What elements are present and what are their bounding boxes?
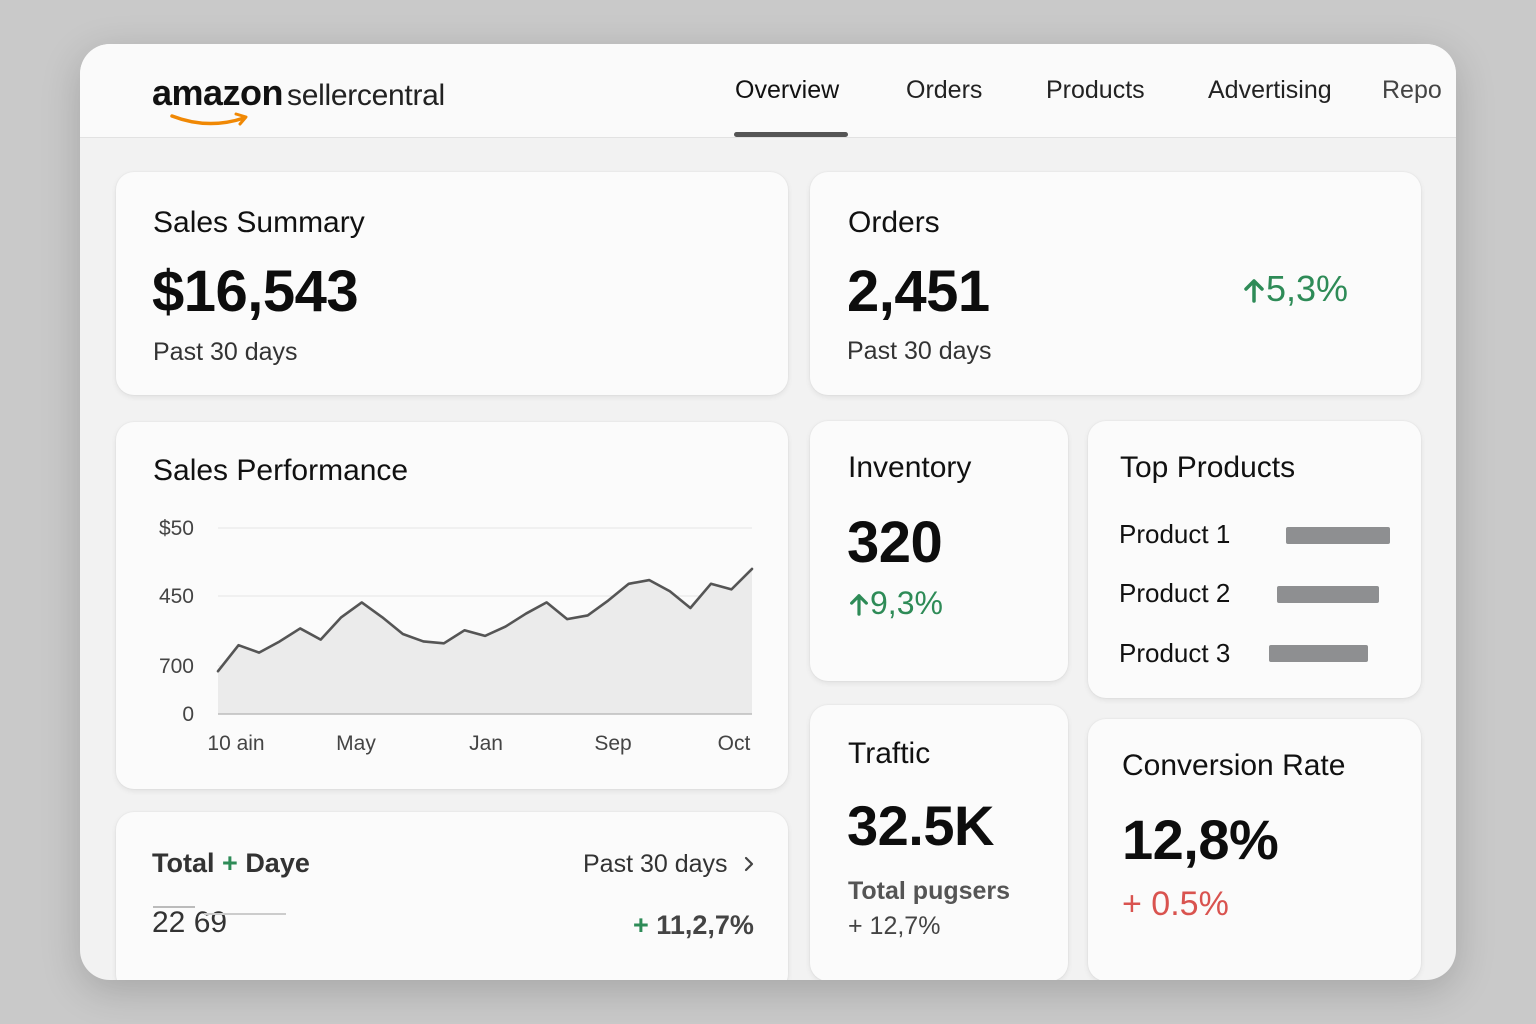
sales-line [216, 567, 754, 673]
total-days-underline-b [204, 913, 286, 915]
inventory-card[interactable]: Inventory 320 9,3% [810, 421, 1068, 681]
seller-central-window: amazon sellercentral Overview Orders Pro… [80, 44, 1456, 980]
logo-brand: amazon [152, 72, 284, 113]
total-days-title-plus: + [222, 848, 238, 878]
tab-advertising[interactable]: Advertising [1208, 76, 1332, 104]
orders-value: 2,451 [847, 259, 990, 324]
tab-reports[interactable]: Repo [1382, 76, 1442, 104]
x-tick-label: 10 ain [207, 732, 264, 755]
total-days-delta-value: 11,2,7% [656, 910, 754, 940]
orders-title: Orders [848, 206, 940, 239]
conversion-rate-value: 12,8% [1122, 808, 1279, 871]
sales-performance-title: Sales Performance [153, 454, 409, 487]
conversion-rate-title: Conversion Rate [1122, 749, 1346, 782]
conversion-rate-card[interactable]: Conversion Rate 12,8% + 0.5% [1088, 719, 1421, 980]
inventory-title: Inventory [848, 451, 972, 484]
top-product-bar [1277, 586, 1379, 603]
active-tab-indicator [734, 132, 848, 137]
arrow-up-icon [850, 594, 868, 616]
sales-summary-title: Sales Summary [153, 206, 365, 239]
x-tick-label: Sep [594, 732, 631, 755]
amazon-seller-central-logo[interactable]: amazon sellercentral [152, 72, 445, 126]
inventory-delta-value: 9,3% [870, 585, 943, 621]
conversion-rate-delta: + 0.5% [1122, 885, 1229, 923]
top-products-card[interactable]: Top Products Product 1 Product 2 Product… [1088, 421, 1421, 698]
sales-performance-card[interactable]: Sales Performance $50 450 700 0 10 ain May Jan… [116, 422, 788, 789]
chevron-right-icon [745, 856, 754, 872]
orders-period: Past 30 days [847, 337, 992, 365]
traffic-sub-label: Total pugsers [848, 877, 1011, 905]
top-product-bar [1269, 645, 1368, 662]
orders-delta: 5,3% [1242, 268, 1348, 310]
total-days-delta-sign: + [633, 910, 649, 940]
top-product-bar [1286, 527, 1390, 544]
tab-products[interactable]: Products [1046, 76, 1145, 104]
top-product-label[interactable]: Product 3 [1119, 638, 1231, 668]
traffic-title: Traftic [848, 737, 931, 770]
top-product-label[interactable]: Product 1 [1119, 519, 1231, 549]
tab-orders[interactable]: Orders [906, 76, 983, 104]
x-tick-label: Jan [469, 732, 503, 755]
total-days-title-a: Total [152, 848, 215, 878]
inventory-value: 320 [847, 510, 943, 575]
top-product-label[interactable]: Product 2 [1119, 578, 1231, 608]
traffic-value: 32.5K [847, 794, 994, 857]
orders-delta-value: 5,3% [1266, 268, 1349, 309]
y-tick-label: 0 [182, 703, 194, 726]
tab-overview[interactable]: Overview [735, 76, 840, 104]
sales-performance-chart: $50 450 700 0 10 ain May Jan Sep Oct [159, 517, 754, 755]
x-tick-label: May [336, 732, 376, 755]
total-days-period-selector[interactable]: Past 30 days [583, 850, 756, 879]
sales-summary-period: Past 30 days [153, 338, 298, 366]
total-days-title: Total + Daye [152, 848, 310, 879]
total-days-card[interactable]: Total + Daye Past 30 days 22 69 + 11,2,7… [116, 812, 788, 980]
inventory-delta: 9,3% [848, 585, 943, 622]
logo-product: sellercentral [287, 79, 445, 112]
traffic-sub-delta: + 12,7% [848, 912, 941, 940]
total-days-title-b: Daye [245, 848, 310, 878]
sales-summary-value: $16,543 [152, 259, 359, 324]
top-navigation-bar: amazon sellercentral Overview Orders Pro… [80, 44, 1456, 138]
total-days-period: Past 30 days [583, 850, 728, 878]
area-fill [218, 568, 752, 714]
total-days-value: 22 69 [152, 906, 228, 939]
top-products-title: Top Products [1120, 451, 1296, 484]
total-days-delta: + 11,2,7% [633, 910, 754, 941]
traffic-card[interactable]: Traftic 32.5K Total pugsers + 12,7% [810, 705, 1068, 980]
y-tick-label: 700 [159, 655, 194, 678]
sales-summary-card[interactable]: Sales Summary $16,543 Past 30 days [116, 172, 788, 395]
amazon-smile-icon [170, 112, 248, 126]
total-days-underline-a [153, 906, 195, 908]
orders-card[interactable]: Orders 2,451 Past 30 days 5,3% [810, 172, 1421, 395]
x-tick-label: Oct [718, 732, 751, 755]
y-tick-label: $50 [159, 517, 194, 540]
arrow-up-icon [1244, 279, 1264, 303]
y-tick-label: 450 [159, 585, 194, 608]
